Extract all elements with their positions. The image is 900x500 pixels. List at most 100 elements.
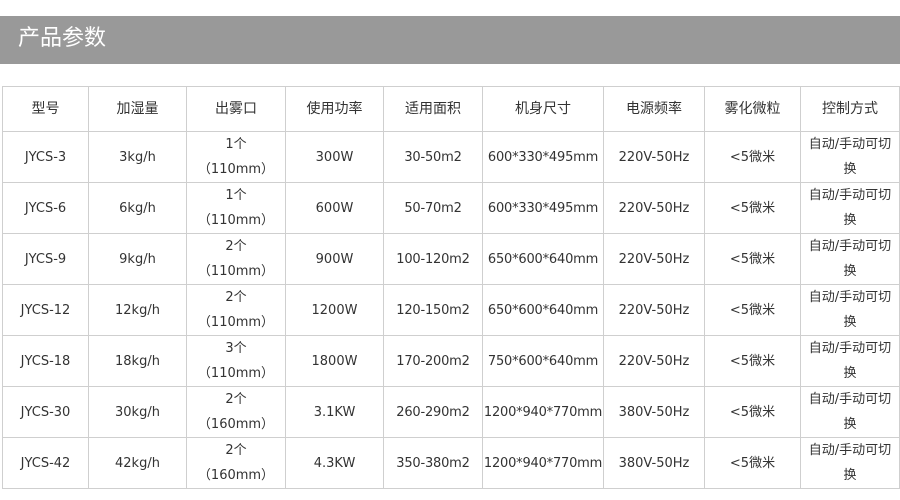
table-row: JYCS-6 6kg/h 1个 （110mm） 600W 50-70m2 600*330*4… xyxy=(2,182,900,234)
cell-power: 300W xyxy=(285,131,384,183)
control-text: 换 xyxy=(843,264,857,279)
cell-control: 自动/手动可切换 xyxy=(800,437,900,489)
control-text: 换 xyxy=(843,162,857,177)
humidification-text: 42kg/h xyxy=(115,455,160,471)
area-text: 100-120m2 xyxy=(396,251,470,267)
cell-outlet: 2个 （110mm） xyxy=(186,233,286,285)
section-title-bar: 产品参数 xyxy=(0,16,900,64)
control-text: 换 xyxy=(843,417,857,432)
size-text: 1200*940*770mm xyxy=(483,404,603,420)
power-text: 1800W xyxy=(311,353,358,369)
outlet-text: 1个 xyxy=(225,137,247,152)
humidification-text: 6kg/h xyxy=(119,200,156,216)
column-header: 出雾口 xyxy=(186,86,286,132)
model-text: JYCS-18 xyxy=(20,353,71,369)
cell-outlet: 1个 （110mm） xyxy=(186,131,286,183)
table-row: JYCS-42 42kg/h 2个 （160mm） 4.3KW 350-380m2 1200… xyxy=(2,437,900,489)
outlet-text: 2个 xyxy=(225,290,247,305)
size-text: 1200*940*770mm xyxy=(483,455,603,471)
cell-particle: <5微米 xyxy=(704,437,801,489)
model-text: JYCS-3 xyxy=(24,149,67,165)
model-text: JYCS-30 xyxy=(20,404,71,420)
control-text: 自动/手动可切 xyxy=(808,239,892,254)
cell-outlet: 2个 （160mm） xyxy=(186,437,286,489)
cell-humidification: 12kg/h xyxy=(88,284,187,336)
cell-particle: <5微米 xyxy=(704,386,801,438)
cell-model: JYCS-12 xyxy=(2,284,89,336)
power-text: 3.1KW xyxy=(313,404,356,420)
power-text: 4.3KW xyxy=(313,455,356,471)
cell-humidification: 18kg/h xyxy=(88,335,187,387)
cell-particle: <5微米 xyxy=(704,233,801,285)
outlet-text: 2个 xyxy=(225,443,247,458)
cell-size: 650*600*640mm xyxy=(482,284,604,336)
table-row: JYCS-30 30kg/h 2个 （160mm） 3.1KW 260-290m2 1200… xyxy=(2,386,900,438)
column-header: 控制方式 xyxy=(800,86,900,132)
column-header: 型号 xyxy=(2,86,89,132)
humidification-text: 30kg/h xyxy=(115,404,160,420)
size-text: 750*600*640mm xyxy=(487,353,599,369)
cell-power-supply: 220V-50Hz xyxy=(603,233,705,285)
table-row: JYCS-3 3kg/h 1个 （110mm） 300W 30-50m2 600*330*4… xyxy=(2,131,900,183)
area-text: 170-200m2 xyxy=(396,353,470,369)
cell-power: 1200W xyxy=(285,284,384,336)
control-text: 换 xyxy=(843,366,857,381)
cell-area: 120-150m2 xyxy=(383,284,483,336)
power-supply-text: 220V-50Hz xyxy=(618,200,690,216)
column-header: 雾化微粒 xyxy=(704,86,801,132)
table-row: JYCS-9 9kg/h 2个 （110mm） 900W 100-120m2 650*600… xyxy=(2,233,900,285)
particle-text: <5微米 xyxy=(729,302,776,318)
control-text: 自动/手动可切 xyxy=(808,137,892,152)
cell-area: 50-70m2 xyxy=(383,182,483,234)
particle-text: <5微米 xyxy=(729,149,776,165)
cell-outlet: 3个 （110mm） xyxy=(186,335,286,387)
power-text: 300W xyxy=(315,149,354,165)
power-supply-text: 220V-50Hz xyxy=(618,302,690,318)
cell-power-supply: 380V-50Hz xyxy=(603,437,705,489)
cell-particle: <5微米 xyxy=(704,284,801,336)
cell-model: JYCS-6 xyxy=(2,182,89,234)
cell-size: 600*330*495mm xyxy=(482,131,604,183)
cell-humidification: 30kg/h xyxy=(88,386,187,438)
particle-text: <5微米 xyxy=(729,404,776,420)
humidification-text: 18kg/h xyxy=(115,353,160,369)
column-header: 适用面积 xyxy=(383,86,483,132)
cell-humidification: 42kg/h xyxy=(88,437,187,489)
power-supply-text: 220V-50Hz xyxy=(618,149,690,165)
area-text: 260-290m2 xyxy=(396,404,470,420)
cell-humidification: 3kg/h xyxy=(88,131,187,183)
column-header: 机身尺寸 xyxy=(482,86,604,132)
power-supply-text: 220V-50Hz xyxy=(618,353,690,369)
column-header: 电源频率 xyxy=(603,86,705,132)
cell-control: 自动/手动可切换 xyxy=(800,335,900,387)
cell-particle: <5微米 xyxy=(704,131,801,183)
cell-humidification: 9kg/h xyxy=(88,233,187,285)
outlet-text: （160mm） xyxy=(197,468,275,483)
control-text: 换 xyxy=(843,468,857,483)
cell-size: 600*330*495mm xyxy=(482,182,604,234)
control-text: 自动/手动可切 xyxy=(808,188,892,203)
particle-text: <5微米 xyxy=(729,251,776,267)
particle-text: <5微米 xyxy=(729,455,776,471)
outlet-text: （110mm） xyxy=(197,213,275,228)
cell-power: 900W xyxy=(285,233,384,285)
control-text: 自动/手动可切 xyxy=(808,392,892,407)
cell-power-supply: 380V-50Hz xyxy=(603,386,705,438)
outlet-text: （110mm） xyxy=(197,162,275,177)
cell-particle: <5微米 xyxy=(704,335,801,387)
model-text: JYCS-9 xyxy=(24,251,67,267)
cell-area: 170-200m2 xyxy=(383,335,483,387)
table-header-row: 型号 加湿量 出雾口 使用功率 适用面积 机身尺寸 电源频率 雾化微粒 控制方式 xyxy=(2,86,900,132)
model-text: JYCS-12 xyxy=(20,302,71,318)
cell-particle: <5微米 xyxy=(704,182,801,234)
column-header: 加湿量 xyxy=(88,86,187,132)
control-text: 换 xyxy=(843,315,857,330)
outlet-text: 1个 xyxy=(225,188,247,203)
cell-model: JYCS-18 xyxy=(2,335,89,387)
humidification-text: 3kg/h xyxy=(119,149,156,165)
area-text: 350-380m2 xyxy=(396,455,470,471)
cell-humidification: 6kg/h xyxy=(88,182,187,234)
cell-size: 750*600*640mm xyxy=(482,335,604,387)
outlet-text: （160mm） xyxy=(197,417,275,432)
control-text: 自动/手动可切 xyxy=(808,341,892,356)
